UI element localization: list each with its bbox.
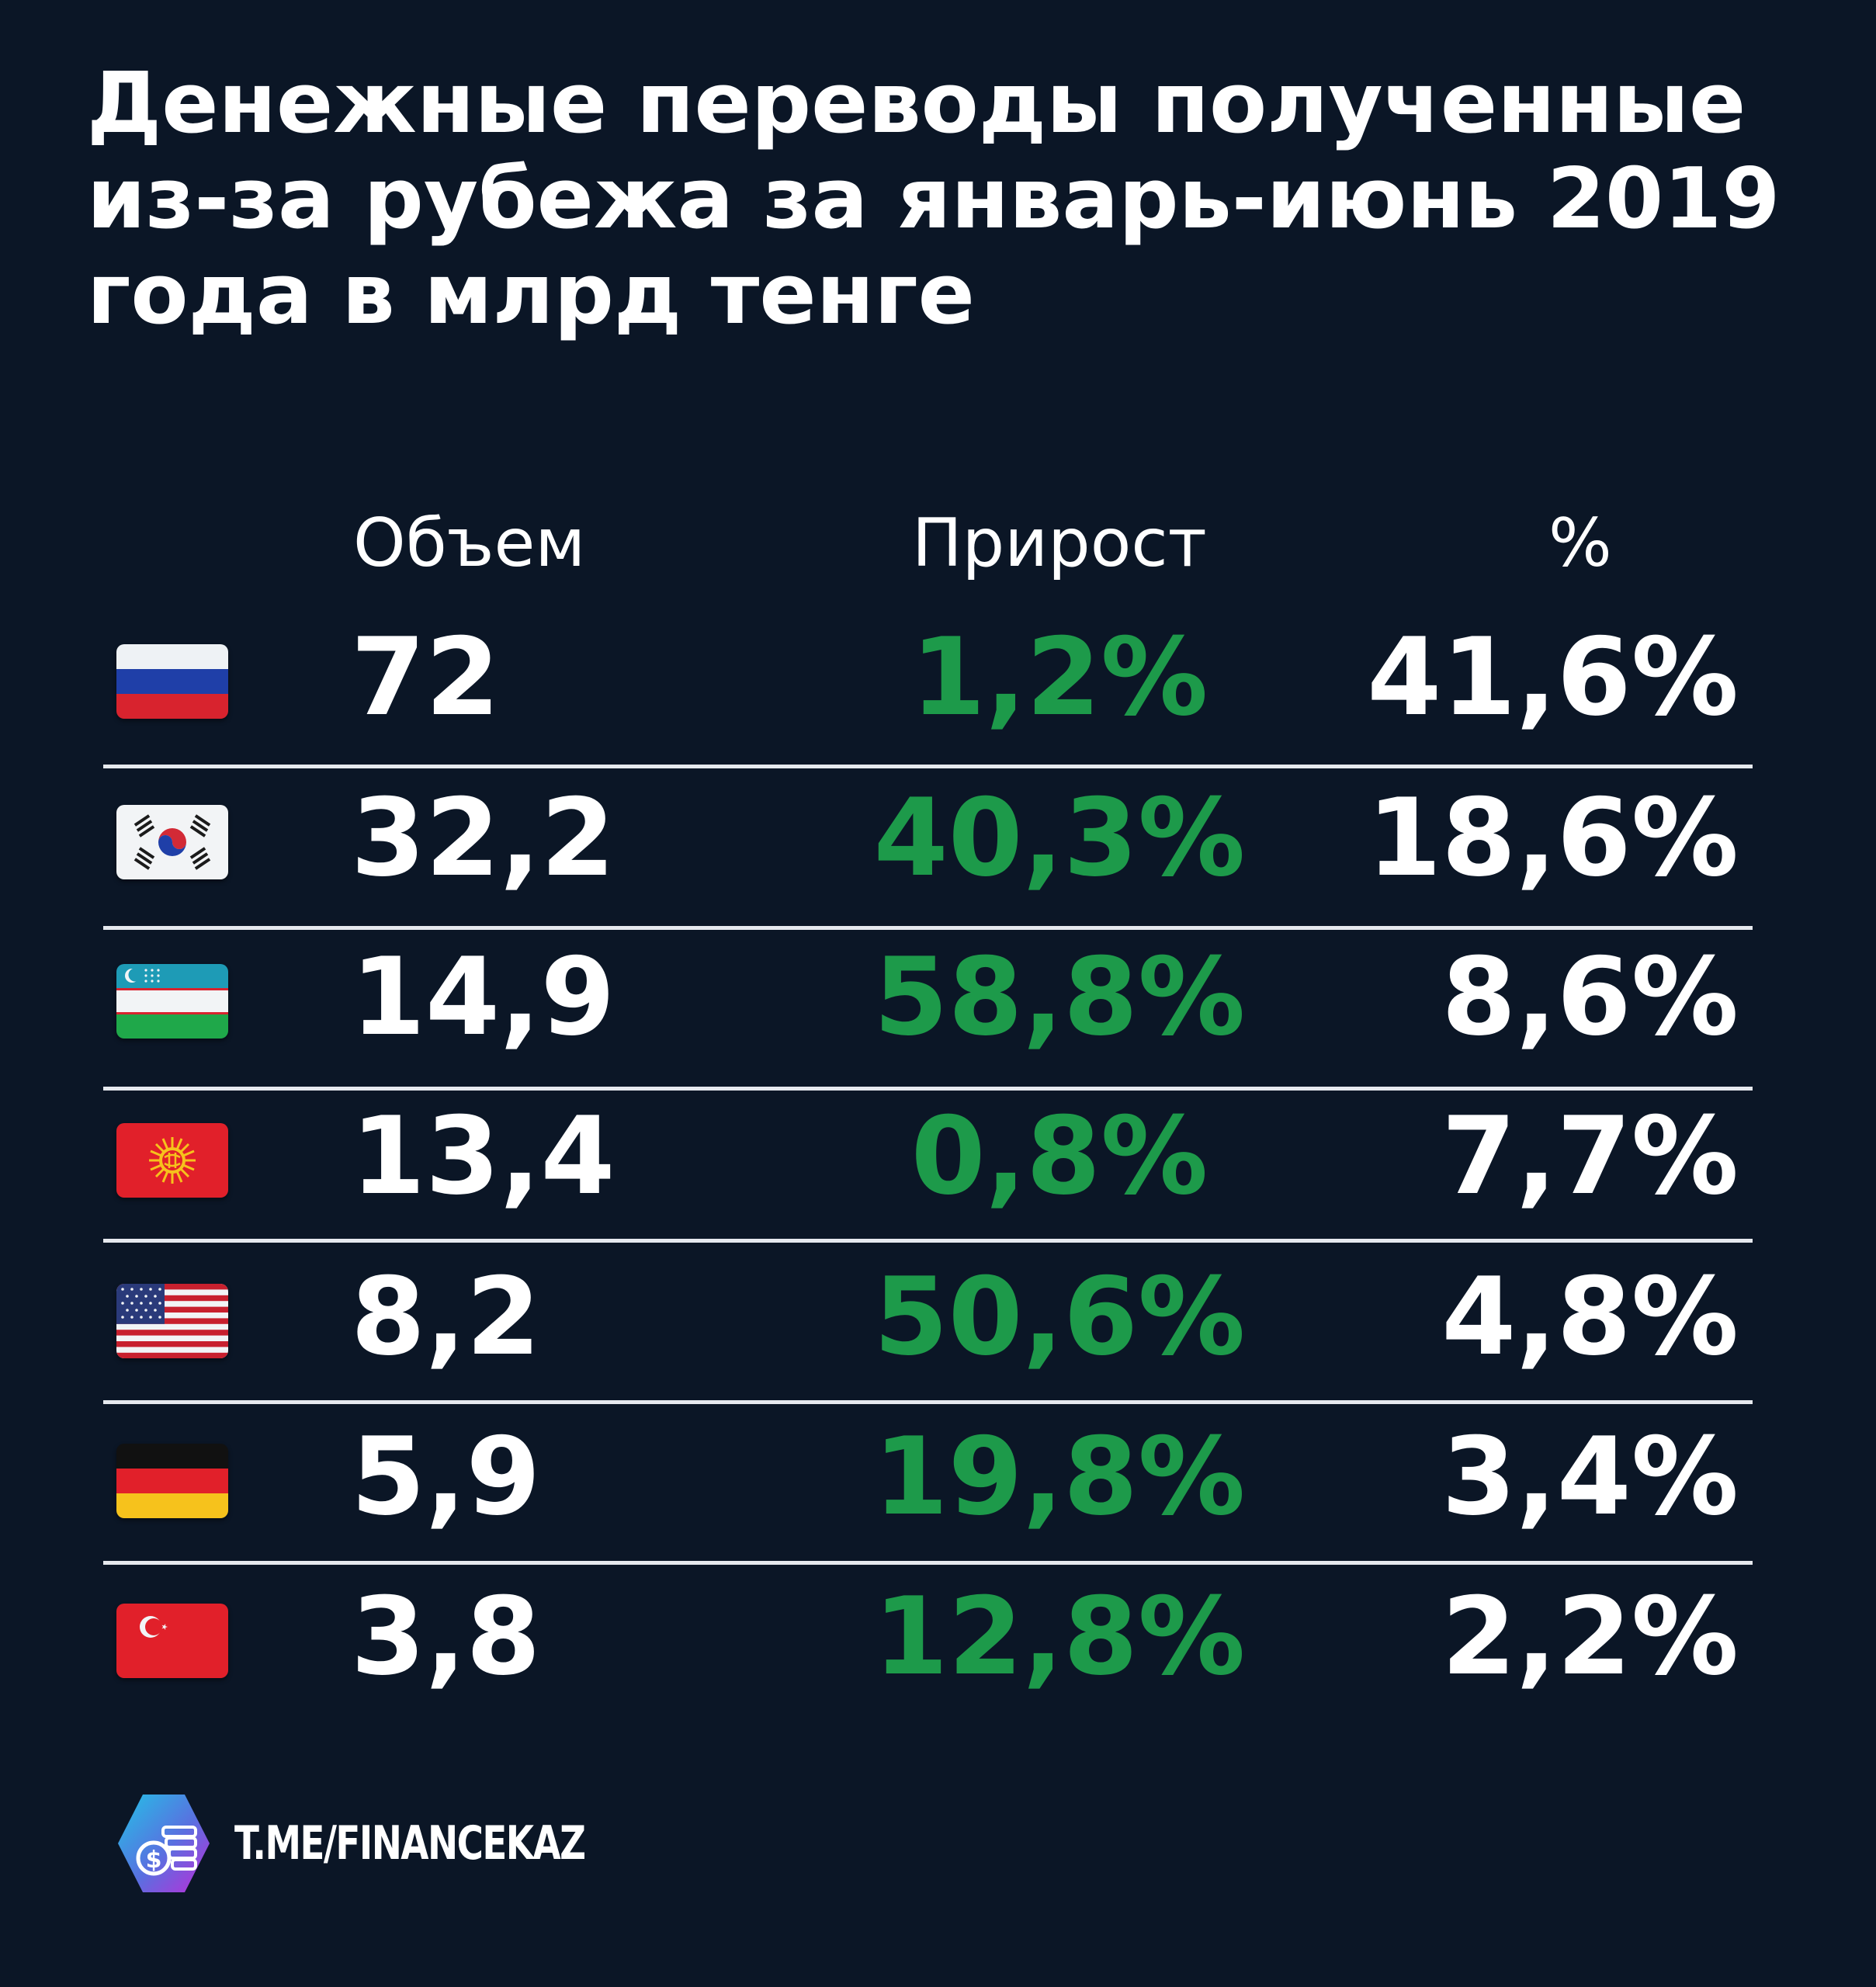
telegram-channel-link[interactable]: T.ME/FINANCEKAZ [234, 1816, 586, 1871]
germany-flag-icon [116, 1444, 228, 1518]
row-divider [103, 765, 1753, 768]
chart-title-line-3: года в млрд тенге [87, 246, 975, 343]
share-value: 8,6% [1441, 935, 1739, 1059]
share-value: 2,2% [1441, 1574, 1739, 1699]
row-divider [103, 1561, 1753, 1565]
table-row: 3,8 12,8% 2,2% [0, 1575, 1876, 1746]
volume-value: 32,2 [351, 775, 616, 900]
chart-title-line-2: из-за рубежа за январь-июнь 2019 [87, 151, 1781, 248]
growth-value: 19,8% [873, 1414, 1246, 1539]
growth-value: 1,2% [910, 615, 1208, 740]
column-header-volume: Объем [353, 505, 586, 582]
share-value: 18,6% [1367, 775, 1739, 900]
row-divider [103, 1400, 1753, 1404]
column-header-share: % [1548, 505, 1612, 582]
share-value: 4,8% [1441, 1254, 1739, 1379]
south-korea-flag-icon [116, 805, 228, 879]
russia-flag-icon [116, 644, 228, 719]
table-row: 14,9 58,8% 8,6% [0, 935, 1876, 1107]
uzbekistan-flag-icon [116, 964, 228, 1039]
row-divider [103, 926, 1753, 930]
volume-value: 13,4 [351, 1094, 616, 1219]
chart-title: Денежные переводы полученные из-за рубеж… [87, 56, 1795, 342]
table-row: 13,4 0,8% 7,7% [0, 1094, 1876, 1266]
volume-value: 3,8 [351, 1574, 541, 1699]
financekaz-logo-icon: $ [115, 1791, 213, 1895]
table-row: 5,9 19,8% 3,4% [0, 1415, 1876, 1586]
row-divider [103, 1087, 1753, 1091]
growth-value: 58,8% [873, 935, 1246, 1059]
volume-value: 72 [351, 615, 501, 740]
usa-flag-icon [116, 1284, 228, 1358]
volume-value: 8,2 [351, 1254, 541, 1379]
volume-value: 14,9 [351, 935, 616, 1059]
turkey-flag-icon [116, 1604, 228, 1678]
share-value: 7,7% [1441, 1094, 1739, 1219]
kyrgyzstan-flag-icon [116, 1123, 228, 1198]
share-value: 41,6% [1367, 615, 1739, 740]
table-row: 72 1,2% 41,6% [0, 616, 1876, 787]
volume-value: 5,9 [351, 1414, 541, 1539]
row-divider [103, 1239, 1753, 1243]
share-value: 3,4% [1441, 1414, 1739, 1539]
column-header-growth: Прирост [912, 505, 1207, 582]
svg-text:$: $ [146, 1847, 162, 1874]
growth-value: 40,3% [873, 775, 1246, 900]
table-row: 32,2 40,3% 18,6% [0, 776, 1876, 948]
growth-value: 12,8% [873, 1574, 1246, 1699]
growth-value: 0,8% [910, 1094, 1208, 1219]
growth-value: 50,6% [873, 1254, 1246, 1379]
chart-title-line-1: Денежные переводы полученные [87, 55, 1746, 152]
table-row: 8,2 50,6% 4,8% [0, 1255, 1876, 1427]
